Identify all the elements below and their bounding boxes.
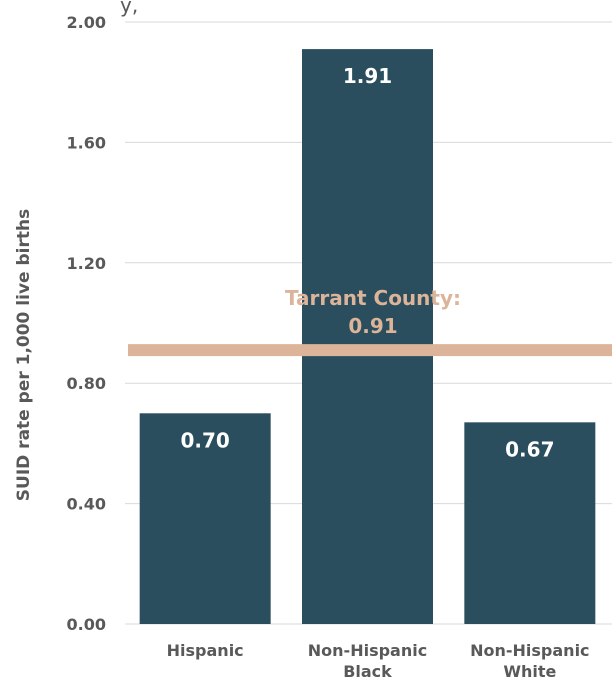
- x-category-label: Non-Hispanic Black: [308, 641, 427, 681]
- bar: [302, 49, 433, 624]
- y-axis-label: SUID rate per 1,000 live births: [14, 209, 34, 501]
- top-text-fragment: y,: [120, 0, 138, 17]
- y-tick-label: 1.60: [67, 133, 106, 152]
- y-tick-label: 2.00: [67, 13, 106, 32]
- y-tick-label: 0.80: [67, 374, 106, 393]
- bars: 0.70 1.91 0.67: [139, 49, 596, 624]
- data-label: 1.91: [343, 64, 392, 88]
- data-label: 0.70: [180, 428, 229, 452]
- y-tick-label: 0.00: [67, 615, 106, 634]
- x-axis-categories: Hispanic Non-Hispanic Black Non-Hispanic Whi…: [167, 641, 590, 681]
- y-axis-ticks: 0.00 0.40 0.80 1.20 1.60 2.00: [67, 13, 106, 634]
- data-label: 0.67: [505, 437, 554, 461]
- bar: [464, 422, 596, 624]
- y-tick-label: 0.40: [67, 495, 106, 514]
- reference-line-group: Tarrant County: 0.91: [128, 286, 612, 357]
- reference-line-label: Tarrant County: 0.91: [285, 286, 461, 338]
- y-tick-label: 1.20: [67, 254, 106, 273]
- bar: [139, 413, 271, 624]
- x-category-label: Non-Hispanic White: [470, 641, 589, 681]
- x-category-label: Hispanic: [167, 641, 244, 660]
